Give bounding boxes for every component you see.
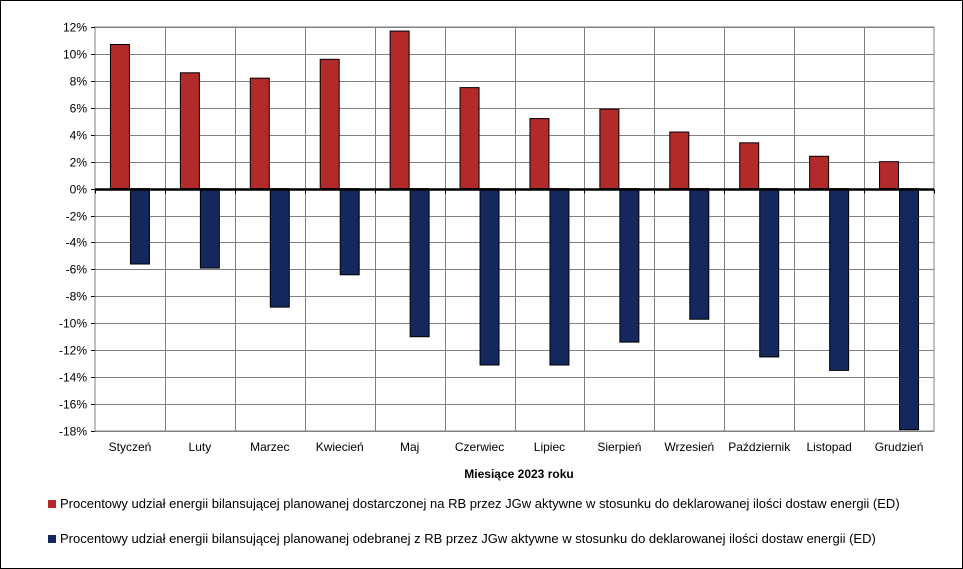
legend-swatch-received <box>48 534 56 543</box>
grid <box>94 26 935 432</box>
bar-received-2 <box>269 188 290 308</box>
bar-received-3 <box>339 188 360 276</box>
y-tick-label: 4% <box>70 129 88 143</box>
plot-area-border <box>94 26 935 432</box>
category-label: Grudzień <box>875 440 924 454</box>
y-tick-label: -10% <box>59 317 87 331</box>
bar-received-1 <box>199 188 220 269</box>
bar-received-11 <box>899 188 920 431</box>
x-axis-title: Miesiące 2023 roku <box>464 467 573 481</box>
y-tick-label: -4% <box>66 236 88 250</box>
bar-delivered-4 <box>389 30 410 190</box>
y-tick-label: 12% <box>63 21 87 35</box>
category-label: Czerwiec <box>455 440 504 454</box>
bar-received-4 <box>409 188 430 338</box>
bar-delivered-9 <box>739 142 760 190</box>
bar-received-9 <box>759 188 780 358</box>
legend-swatch-delivered <box>48 499 56 508</box>
y-tick-label: 2% <box>70 156 88 170</box>
bar-received-7 <box>619 188 640 343</box>
y-tick-label: -2% <box>66 210 88 224</box>
y-tick-label: -16% <box>59 398 87 412</box>
y-tick-label: -18% <box>59 425 87 439</box>
category-label: Wrzesień <box>664 440 714 454</box>
y-tick-label: -6% <box>66 263 88 277</box>
y-tick-label: -12% <box>59 344 87 358</box>
bar-received-10 <box>829 188 850 371</box>
category-label: Styczeń <box>109 440 152 454</box>
category-label: Lipiec <box>534 440 565 454</box>
legend-label-received: Procentowy udział energii bilansującej p… <box>60 531 876 546</box>
category-label: Listopad <box>806 440 851 454</box>
bar-received-8 <box>689 188 710 320</box>
y-tick-label: 0% <box>70 183 88 197</box>
category-label: Luty <box>189 440 212 454</box>
bar-delivered-8 <box>669 131 690 190</box>
bar-received-6 <box>549 188 570 366</box>
bars <box>109 30 920 431</box>
bar-delivered-5 <box>459 87 480 190</box>
y-tick-label: 10% <box>63 48 87 62</box>
bar-delivered-10 <box>809 155 830 190</box>
bar-delivered-0 <box>109 44 130 190</box>
y-tick-label: -8% <box>66 290 88 304</box>
category-label: Kwiecień <box>316 440 364 454</box>
y-tick-label: 8% <box>70 75 88 89</box>
bar-delivered-1 <box>179 72 200 190</box>
y-tick-label: -14% <box>59 371 87 385</box>
category-label: Marzec <box>250 440 289 454</box>
bar-delivered-2 <box>249 77 270 190</box>
bar-delivered-3 <box>319 58 340 190</box>
bar-received-5 <box>479 188 500 366</box>
bar-delivered-7 <box>599 108 620 190</box>
y-tick-label: 6% <box>70 102 88 116</box>
bar-delivered-6 <box>529 118 550 190</box>
legend-item-delivered: Procentowy udział energii bilansującej p… <box>48 496 900 511</box>
legend-item-received: Procentowy udział energii bilansującej p… <box>48 531 876 546</box>
bar-received-0 <box>129 188 150 265</box>
axes: -18% -16% -14% -12% -10% -8% -6% -4% -2% 0% 2% 4% 6%… <box>59 21 935 454</box>
category-label: Maj <box>400 440 419 454</box>
legend-label-delivered: Procentowy udział energii bilansującej p… <box>60 496 900 511</box>
category-label: Październik <box>728 440 791 454</box>
bar-delivered-11 <box>879 161 900 190</box>
category-label: Sierpień <box>597 440 641 454</box>
